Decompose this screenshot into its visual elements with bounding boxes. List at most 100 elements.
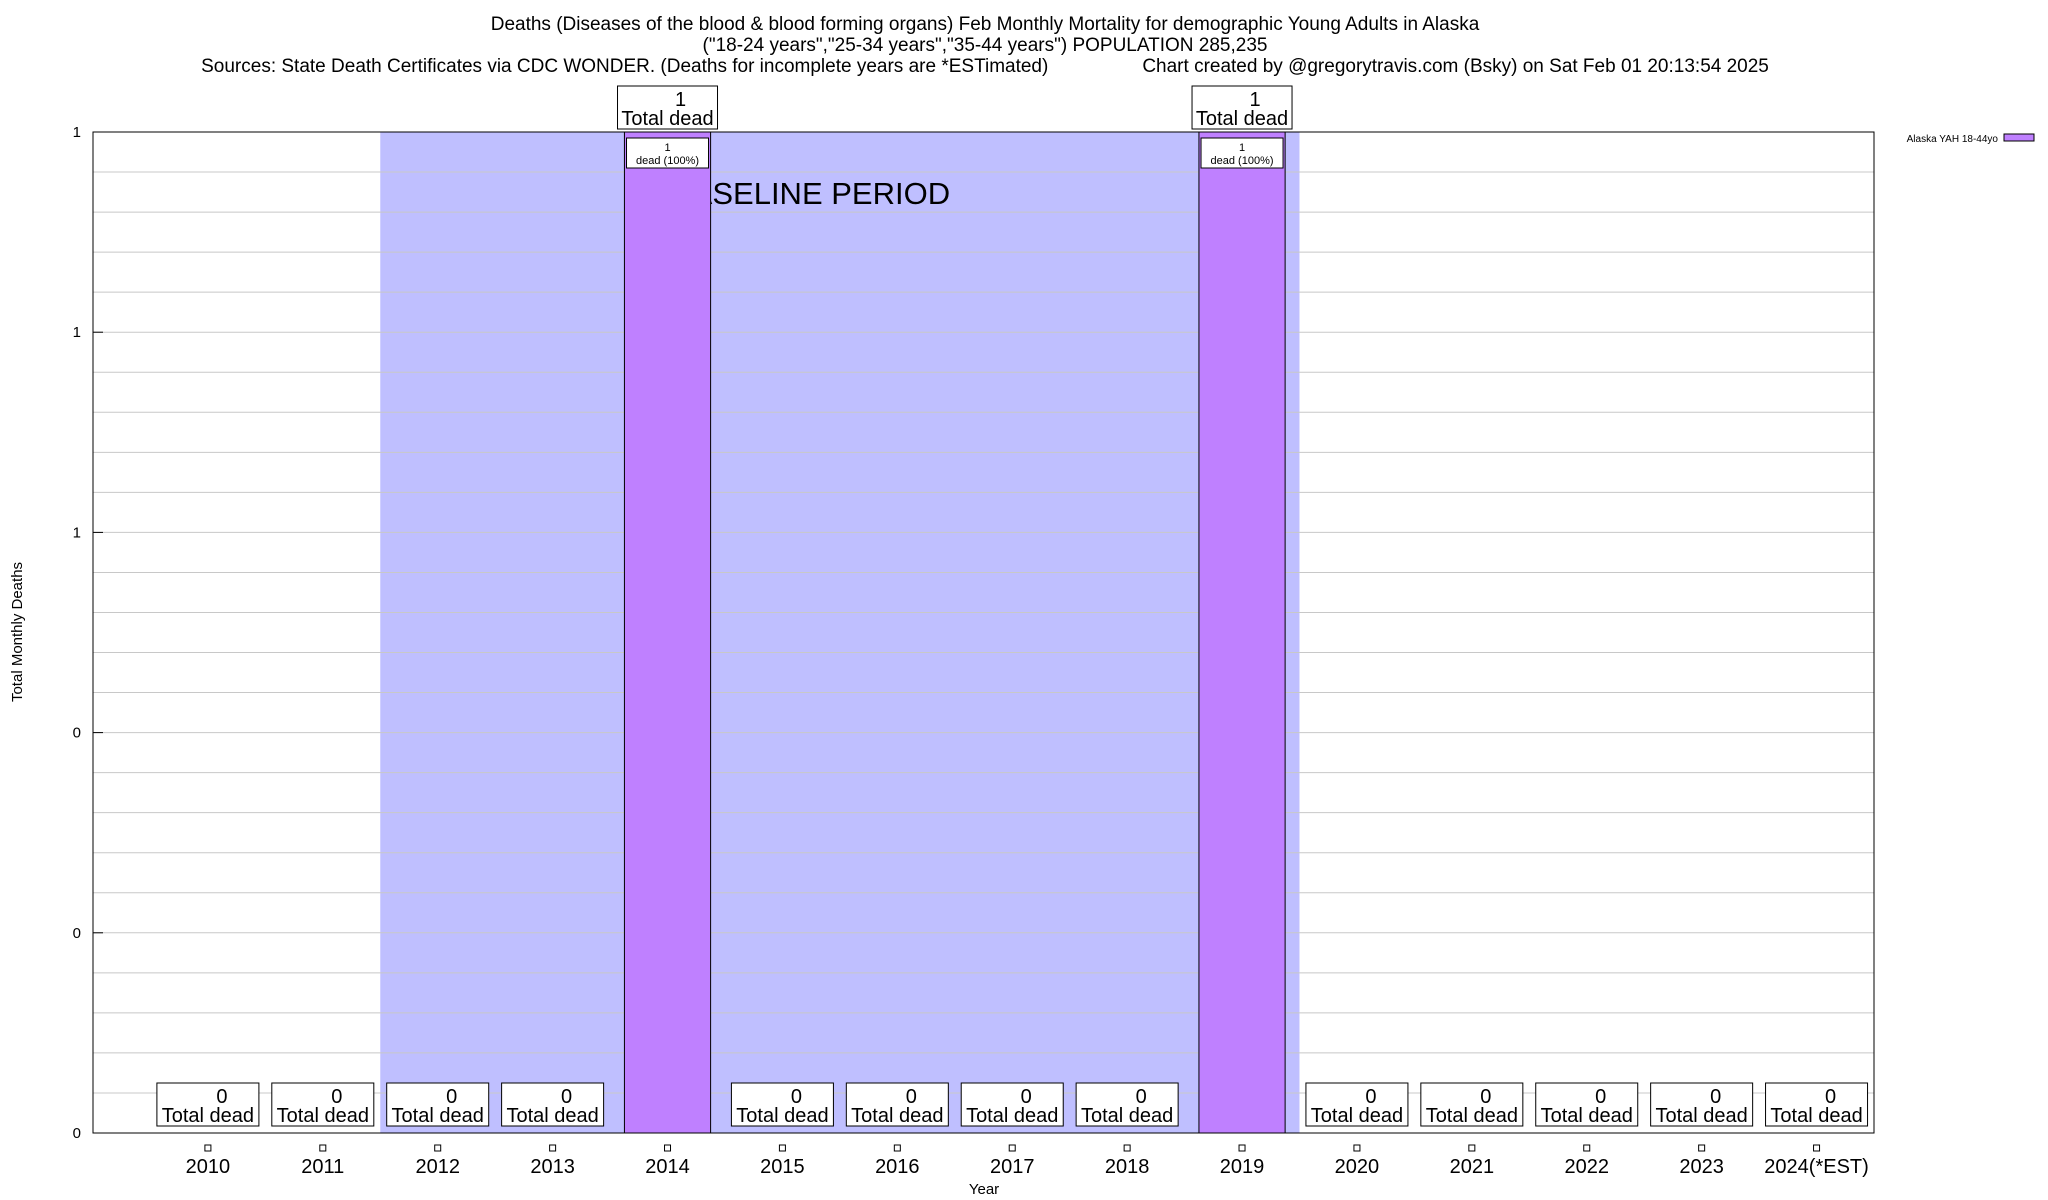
total-label-value: 0 xyxy=(1825,1086,1836,1108)
x-tick-marker xyxy=(1123,1144,1131,1152)
total-label-value: 0 xyxy=(1595,1086,1606,1108)
chart-credit: Chart created by @gregorytravis.com (Bsk… xyxy=(1142,56,1769,77)
total-label-text: Total dead xyxy=(1311,1105,1403,1127)
y-tick-label: 1 xyxy=(73,124,81,141)
total-label-box xyxy=(1535,1082,1639,1127)
total-label-value: 0 xyxy=(1480,1086,1491,1108)
total-label-value: 0 xyxy=(1710,1086,1721,1108)
x-tick-label: 2018 xyxy=(1105,1156,1150,1178)
bar-label-percent: dead (100%) xyxy=(636,155,699,167)
x-tick-marker xyxy=(1698,1144,1706,1152)
plot-border xyxy=(92,131,1875,1134)
total-label-text: Total dead xyxy=(621,108,713,130)
x-tick-label: 2020 xyxy=(1335,1156,1380,1178)
total-label-text: Total dead xyxy=(392,1105,484,1127)
x-tick-marker xyxy=(319,1144,327,1152)
total-label-value: 0 xyxy=(216,1086,227,1108)
total-label-box xyxy=(156,1082,260,1127)
baseline-period-band xyxy=(380,132,1300,1133)
y-tick-label: 0 xyxy=(73,1125,81,1142)
x-tick-marker xyxy=(1813,1144,1821,1152)
x-tick-marker xyxy=(893,1144,901,1152)
total-label-box xyxy=(730,1082,834,1127)
total-label-value: 0 xyxy=(331,1086,342,1108)
total-label-value: 1 xyxy=(675,89,686,111)
total-label-value: 0 xyxy=(1021,1086,1032,1108)
chart-sources-line: Sources: State Death Certificates via CD… xyxy=(0,56,1970,77)
total-label-box xyxy=(960,1082,1064,1127)
y-tick-label: 1 xyxy=(73,524,81,541)
bar-label-percent: dead (100%) xyxy=(1211,155,1274,167)
y-axis-label: Total Monthly Deaths xyxy=(9,562,26,702)
total-label-text: Total dead xyxy=(162,1105,254,1127)
x-tick-marker xyxy=(549,1144,557,1152)
total-label-box xyxy=(845,1082,949,1127)
baseline-period-label: BASELINE PERIOD xyxy=(671,176,950,211)
x-tick-label: 2016 xyxy=(875,1156,920,1178)
total-label-text: Total dead xyxy=(506,1105,598,1127)
chart-title-block: Deaths (Diseases of the blood & blood fo… xyxy=(0,14,1970,77)
y-tick-label: 1 xyxy=(73,324,81,341)
x-tick-label: 2012 xyxy=(415,1156,460,1178)
y-tick-label: 0 xyxy=(73,725,81,742)
y-tick-label: 0 xyxy=(73,925,81,942)
x-tick-label: 2023 xyxy=(1679,1156,1724,1178)
bar-label-value: 1 xyxy=(664,142,670,154)
total-label-box xyxy=(1420,1082,1524,1127)
total-label-value: 1 xyxy=(1249,89,1260,111)
total-label-value: 0 xyxy=(906,1086,917,1108)
x-tick-marker xyxy=(664,1144,672,1152)
total-label-value: 0 xyxy=(791,1086,802,1108)
chart-sources: Sources: State Death Certificates via CD… xyxy=(201,56,1049,77)
total-label-value: 0 xyxy=(1365,1086,1376,1108)
total-label-text: Total dead xyxy=(1541,1105,1633,1127)
legend-label: Alaska YAH 18-44yo xyxy=(1907,134,1999,145)
total-label-box xyxy=(271,1082,375,1127)
total-label-value: 0 xyxy=(1136,1086,1147,1108)
chart-title: Deaths (Diseases of the blood & blood fo… xyxy=(490,14,1480,35)
x-tick-label: 2015 xyxy=(760,1156,805,1178)
x-tick-label: 2019 xyxy=(1220,1156,1265,1178)
chart-subtitle: ("18-24 years","25-34 years","35-44 year… xyxy=(702,35,1268,56)
x-tick-marker xyxy=(1238,1144,1246,1152)
x-tick-label: 2014 xyxy=(645,1156,690,1178)
bar xyxy=(1198,131,1286,1134)
bar-label-box xyxy=(626,137,710,169)
x-tick-label: 2011 xyxy=(301,1156,344,1178)
total-label-value: 0 xyxy=(561,1086,572,1108)
x-tick-marker xyxy=(1583,1144,1591,1152)
x-tick-marker xyxy=(1353,1144,1361,1152)
total-label-box xyxy=(1075,1082,1179,1127)
total-label-box xyxy=(1191,85,1293,130)
bar xyxy=(623,131,712,1134)
total-label-box xyxy=(1765,1082,1869,1127)
x-tick-label: 2021 xyxy=(1450,1156,1495,1178)
x-tick-marker xyxy=(434,1144,442,1152)
bar-label-value: 1 xyxy=(1239,142,1245,154)
bar-label-box xyxy=(1200,137,1284,169)
x-tick-label: 2013 xyxy=(530,1156,575,1178)
x-tick-label: 2010 xyxy=(186,1156,231,1178)
total-label-text: Total dead xyxy=(1081,1105,1173,1127)
x-tick-marker xyxy=(1468,1144,1476,1152)
total-label-text: Total dead xyxy=(1655,1105,1747,1127)
x-tick-marker xyxy=(778,1144,786,1152)
x-tick-marker xyxy=(204,1144,212,1152)
total-label-text: Total dead xyxy=(966,1105,1058,1127)
total-label-text: Total dead xyxy=(1426,1105,1518,1127)
total-label-value: 0 xyxy=(446,1086,457,1108)
total-label-text: Total dead xyxy=(1770,1105,1862,1127)
legend-swatch xyxy=(2003,133,2035,142)
total-label-box xyxy=(501,1082,605,1127)
total-label-text: Total dead xyxy=(851,1105,943,1127)
x-tick-marker xyxy=(1008,1144,1016,1152)
total-label-box xyxy=(1305,1082,1409,1127)
total-label-box xyxy=(617,85,719,130)
x-tick-label: 2022 xyxy=(1564,1156,1609,1178)
total-label-box xyxy=(1650,1082,1754,1127)
x-axis-label: Year xyxy=(969,1181,999,1198)
total-label-box xyxy=(386,1082,490,1127)
x-tick-label: 2017 xyxy=(990,1156,1035,1178)
total-label-text: Total dead xyxy=(736,1105,828,1127)
